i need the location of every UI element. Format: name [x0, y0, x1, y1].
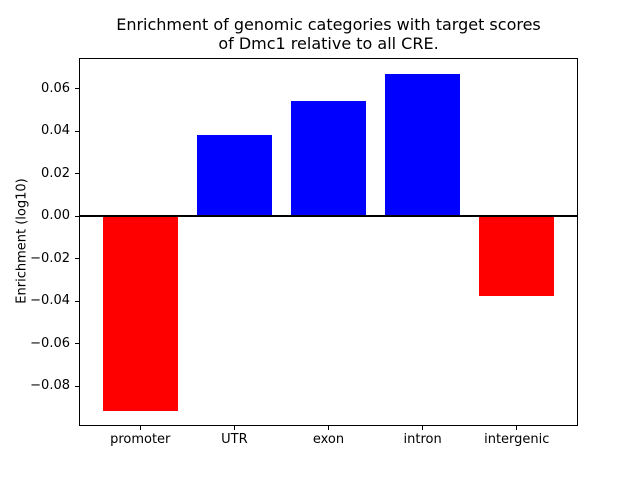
y-tick-mark — [75, 343, 79, 345]
x-tick-mark — [139, 426, 141, 430]
zero-line — [80, 215, 577, 218]
bar-intron — [384, 73, 461, 217]
chart-title-line-1: Enrichment of genomic categories with ta… — [116, 15, 541, 34]
x-tick-label: exon — [312, 432, 345, 447]
y-tick-label: −0.04 — [30, 293, 70, 309]
y-tick-label: 0.00 — [41, 208, 70, 224]
y-tick-mark — [75, 88, 79, 90]
y-tick-label: 0.06 — [41, 80, 70, 96]
y-tick-mark — [75, 385, 79, 387]
y-tick-mark — [75, 258, 79, 260]
y-tick-label: 0.02 — [41, 165, 70, 181]
bar-UTR — [196, 134, 273, 217]
x-tick-mark — [516, 426, 518, 430]
chart-title: Enrichment of genomic categories with ta… — [80, 15, 577, 53]
y-tick-mark — [75, 300, 79, 302]
x-tick-mark — [233, 426, 235, 430]
x-tick-mark — [422, 426, 424, 430]
y-tick-label: −0.02 — [30, 250, 70, 266]
y-tick-label: −0.08 — [30, 378, 70, 394]
chart-title-line-2: of Dmc1 relative to all CRE. — [218, 34, 439, 53]
y-tick-mark — [75, 130, 79, 132]
bar-intergenic — [479, 216, 555, 297]
y-tick-mark — [75, 173, 79, 175]
bar-promoter — [102, 216, 178, 411]
plot-area: 0.06 0.04 0.02 0.00 −0.02 −0.04 −0.06 −0.08 prom… — [30, 58, 578, 447]
y-tick-mark — [75, 215, 79, 217]
bar-exon — [290, 101, 367, 217]
x-tick-label: promoter — [110, 432, 171, 447]
y-axis-label: Enrichment (log10) — [14, 178, 30, 304]
x-tick-label: intergenic — [484, 432, 550, 447]
x-tick-mark — [328, 426, 329, 430]
x-tick-label: UTR — [221, 432, 248, 447]
x-tick-label: intron — [403, 432, 442, 447]
y-tick-label: 0.04 — [41, 123, 70, 139]
y-tick-label: −0.06 — [30, 335, 70, 351]
